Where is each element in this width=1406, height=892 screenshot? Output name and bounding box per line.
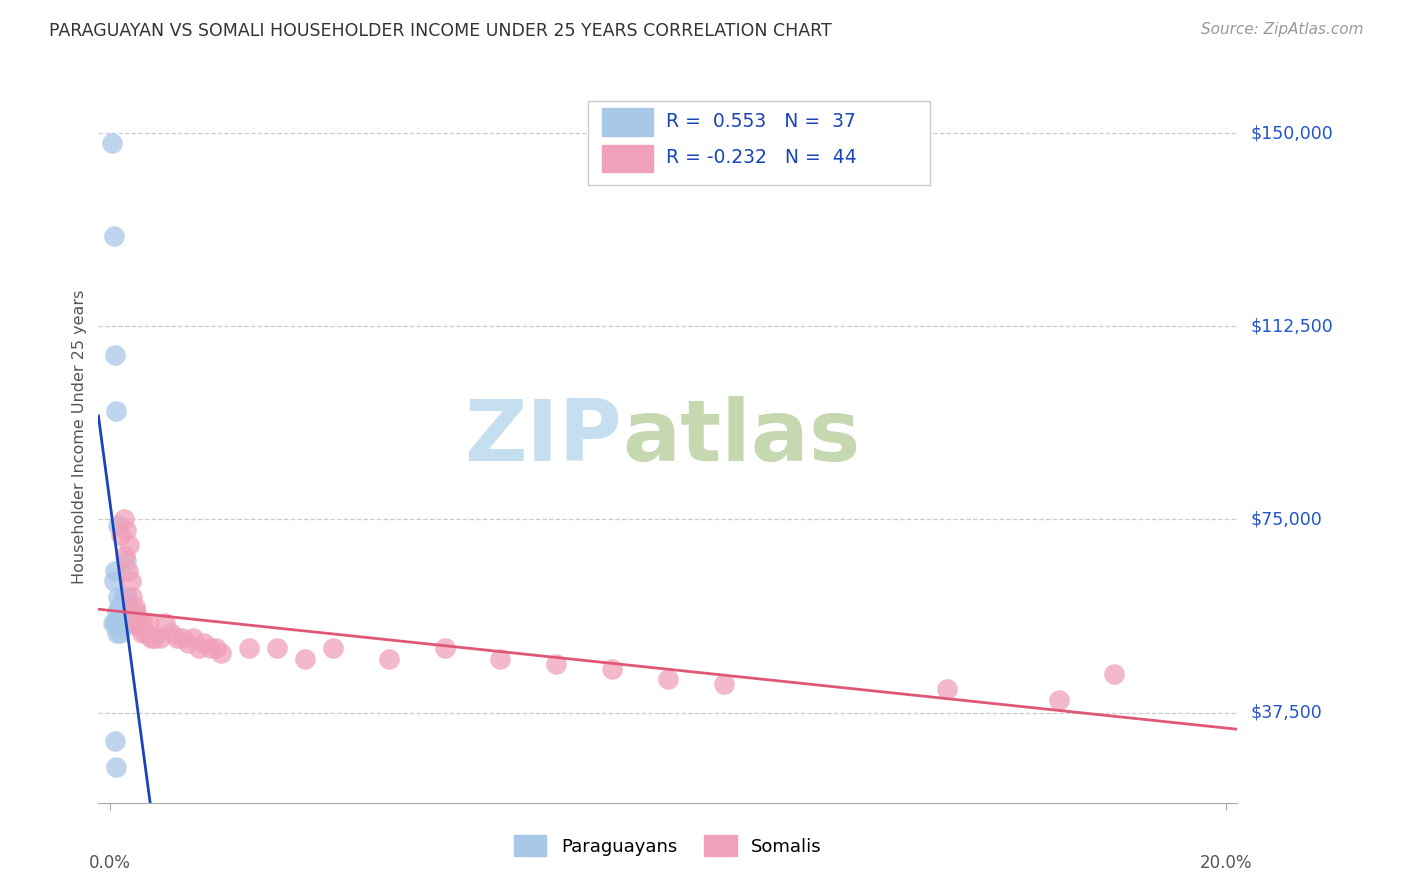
Point bbox=[125, 605, 148, 619]
Point bbox=[713, 677, 735, 691]
Point bbox=[266, 641, 288, 656]
Point bbox=[117, 564, 139, 578]
Bar bbox=[602, 108, 652, 136]
Point bbox=[108, 615, 131, 630]
Point bbox=[110, 615, 132, 630]
Point bbox=[138, 615, 160, 630]
Point bbox=[115, 554, 138, 568]
Text: Source: ZipAtlas.com: Source: ZipAtlas.com bbox=[1201, 22, 1364, 37]
Point bbox=[121, 605, 143, 619]
Point bbox=[187, 641, 209, 656]
Text: R =  0.553   N =  37: R = 0.553 N = 37 bbox=[665, 112, 855, 130]
Point bbox=[112, 615, 135, 630]
Legend: Paraguayans, Somalis: Paraguayans, Somalis bbox=[506, 828, 830, 863]
Point bbox=[149, 631, 172, 645]
Point bbox=[322, 641, 344, 656]
Point bbox=[118, 538, 141, 552]
Point bbox=[111, 615, 134, 630]
Point bbox=[114, 590, 136, 604]
Point bbox=[657, 672, 679, 686]
Point bbox=[115, 600, 138, 615]
Text: $75,000: $75,000 bbox=[1251, 510, 1323, 528]
Point bbox=[117, 605, 139, 619]
Point bbox=[120, 574, 142, 589]
Point bbox=[111, 615, 134, 630]
Text: atlas: atlas bbox=[623, 395, 860, 479]
Point bbox=[121, 590, 143, 604]
Point bbox=[115, 523, 138, 537]
Point bbox=[110, 610, 132, 624]
Point bbox=[1104, 667, 1126, 681]
Point bbox=[104, 734, 127, 748]
Text: 20.0%: 20.0% bbox=[1199, 854, 1253, 872]
Point bbox=[209, 647, 232, 661]
Point bbox=[172, 631, 194, 645]
Point bbox=[131, 625, 153, 640]
Point bbox=[166, 631, 188, 645]
Text: R = -0.232   N =  44: R = -0.232 N = 44 bbox=[665, 148, 856, 167]
Point bbox=[112, 512, 135, 526]
Point bbox=[377, 651, 399, 665]
Point bbox=[107, 605, 129, 619]
Point bbox=[101, 615, 124, 630]
Point bbox=[112, 615, 135, 630]
Point bbox=[110, 528, 132, 542]
Point bbox=[114, 605, 136, 619]
Point bbox=[105, 615, 128, 630]
Point bbox=[120, 615, 142, 630]
Point bbox=[198, 641, 221, 656]
Point bbox=[127, 615, 149, 630]
Point bbox=[1047, 693, 1070, 707]
Point bbox=[936, 682, 959, 697]
Text: 0.0%: 0.0% bbox=[89, 854, 131, 872]
Point bbox=[294, 651, 316, 665]
Point bbox=[107, 590, 129, 604]
Point bbox=[129, 621, 152, 635]
Point bbox=[104, 615, 127, 630]
Point bbox=[103, 574, 125, 589]
Point bbox=[118, 615, 141, 630]
FancyBboxPatch shape bbox=[588, 101, 929, 185]
Point bbox=[141, 631, 163, 645]
Text: $150,000: $150,000 bbox=[1251, 124, 1334, 142]
Point bbox=[183, 631, 205, 645]
Bar bbox=[602, 145, 652, 172]
Point bbox=[107, 600, 129, 615]
Point bbox=[143, 631, 166, 645]
Point bbox=[108, 621, 131, 635]
Point bbox=[105, 625, 128, 640]
Point bbox=[112, 590, 135, 604]
Point bbox=[108, 625, 131, 640]
Point bbox=[193, 636, 215, 650]
Point bbox=[103, 229, 125, 244]
Point bbox=[105, 404, 128, 418]
Point bbox=[107, 517, 129, 532]
Text: PARAGUAYAN VS SOMALI HOUSEHOLDER INCOME UNDER 25 YEARS CORRELATION CHART: PARAGUAYAN VS SOMALI HOUSEHOLDER INCOME … bbox=[49, 22, 832, 40]
Point bbox=[104, 348, 127, 362]
Y-axis label: Householder Income Under 25 years: Householder Income Under 25 years bbox=[72, 290, 87, 584]
Point bbox=[600, 662, 623, 676]
Point bbox=[204, 641, 226, 656]
Point bbox=[117, 590, 139, 604]
Point bbox=[238, 641, 260, 656]
Point bbox=[110, 605, 132, 619]
Text: $112,500: $112,500 bbox=[1251, 318, 1334, 335]
Text: ZIP: ZIP bbox=[464, 395, 623, 479]
Point bbox=[135, 625, 157, 640]
Point bbox=[546, 657, 568, 671]
Point bbox=[101, 136, 124, 151]
Point bbox=[132, 615, 155, 630]
Point bbox=[114, 549, 136, 563]
Point bbox=[160, 625, 183, 640]
Point bbox=[111, 600, 134, 615]
Point bbox=[104, 564, 127, 578]
Point bbox=[155, 615, 177, 630]
Point bbox=[177, 636, 200, 650]
Point bbox=[124, 600, 146, 615]
Point bbox=[489, 651, 512, 665]
Text: $37,500: $37,500 bbox=[1251, 704, 1323, 722]
Point bbox=[105, 760, 128, 774]
Point bbox=[433, 641, 456, 656]
